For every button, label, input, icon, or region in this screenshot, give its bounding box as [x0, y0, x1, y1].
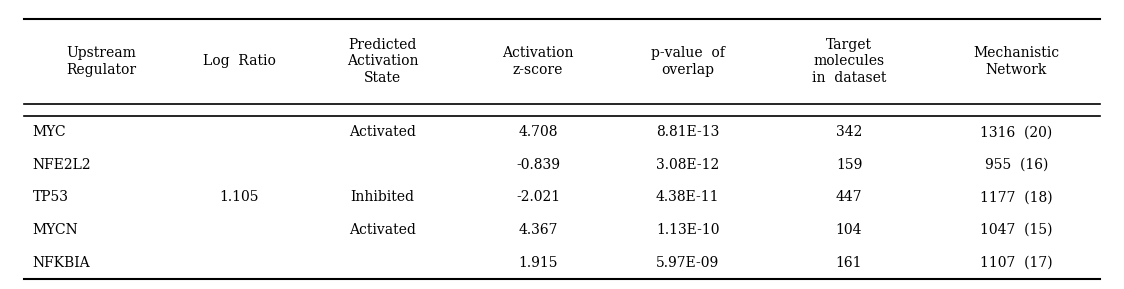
Text: 955  (16): 955 (16): [985, 158, 1049, 172]
Text: 4.708: 4.708: [518, 125, 558, 139]
Text: Predicted
Activation
State: Predicted Activation State: [347, 38, 418, 85]
Text: 342: 342: [836, 125, 862, 139]
Text: 5.97E-09: 5.97E-09: [656, 256, 719, 270]
Text: 4.367: 4.367: [518, 223, 558, 237]
Text: 3.08E-12: 3.08E-12: [656, 158, 719, 172]
Text: 8.81E-13: 8.81E-13: [656, 125, 719, 139]
Text: -2.021: -2.021: [516, 190, 560, 204]
Text: Mechanistic
Network: Mechanistic Network: [973, 47, 1060, 77]
Text: 4.38E-11: 4.38E-11: [655, 190, 719, 204]
Text: 447: 447: [836, 190, 862, 204]
Text: Upstream
Regulator: Upstream Regulator: [66, 47, 137, 77]
Text: 1.915: 1.915: [518, 256, 558, 270]
Text: 161: 161: [836, 256, 862, 270]
Text: 1047  (15): 1047 (15): [980, 223, 1053, 237]
Text: Target
molecules
in  dataset: Target molecules in dataset: [812, 38, 886, 85]
Text: 1177  (18): 1177 (18): [980, 190, 1053, 204]
Text: 1316  (20): 1316 (20): [980, 125, 1052, 139]
Text: 159: 159: [836, 158, 862, 172]
Text: 1107  (17): 1107 (17): [980, 256, 1053, 270]
Text: Log  Ratio: Log Ratio: [202, 55, 275, 68]
Text: TP53: TP53: [33, 190, 69, 204]
Text: Activation
z-score: Activation z-score: [502, 47, 574, 77]
Text: Activated: Activated: [350, 223, 416, 237]
Text: MYCN: MYCN: [33, 223, 79, 237]
Text: 1.105: 1.105: [219, 190, 259, 204]
Text: Inhibited: Inhibited: [351, 190, 415, 204]
Text: 104: 104: [836, 223, 862, 237]
Text: Activated: Activated: [350, 125, 416, 139]
Text: MYC: MYC: [33, 125, 66, 139]
Text: NFE2L2: NFE2L2: [33, 158, 91, 172]
Text: NFKBIA: NFKBIA: [33, 256, 90, 270]
Text: 1.13E-10: 1.13E-10: [655, 223, 719, 237]
Text: -0.839: -0.839: [516, 158, 560, 172]
Text: p-value  of
overlap: p-value of overlap: [651, 47, 725, 77]
